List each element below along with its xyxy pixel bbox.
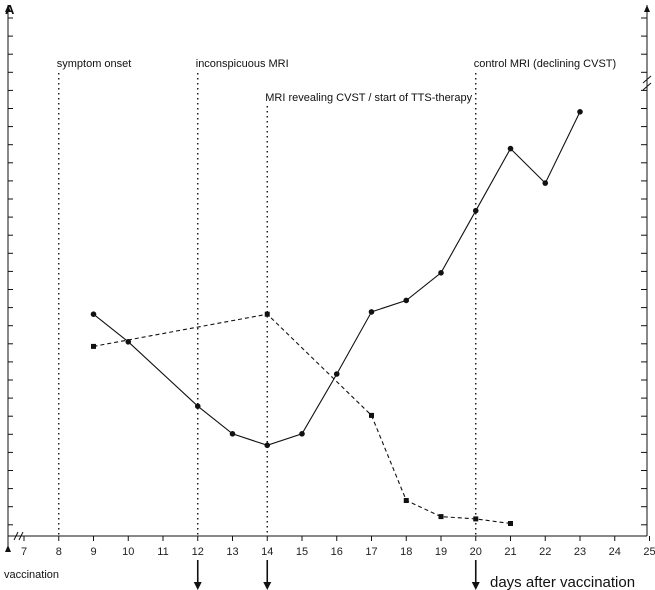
series-1-point — [125, 339, 132, 345]
series-1-point — [368, 309, 375, 315]
annotation-label: inconspicuous MRI — [196, 58, 289, 70]
annotation-label: control MRI (declining CVST) — [474, 58, 616, 70]
series-2-point — [369, 412, 374, 418]
y-axis-right-arrow — [644, 5, 650, 12]
series-2-point — [508, 521, 513, 526]
x-tick-label: 7 — [21, 546, 27, 558]
x-tick-label: 10 — [122, 546, 134, 558]
x-tick-label: 13 — [226, 546, 238, 558]
data-series — [90, 109, 583, 526]
right-axis-break-mark — [642, 75, 652, 84]
series-2-line — [93, 313, 511, 525]
day-arrow-head — [471, 582, 480, 590]
annotation-label: MRI revealing CVST / start of TTS-therap… — [265, 92, 472, 104]
right-axis-break-mark — [642, 82, 652, 91]
series-2-point — [403, 498, 409, 503]
series-1-point — [90, 311, 97, 318]
x-tick-label: 20 — [470, 546, 482, 558]
x-tick-label: 21 — [504, 546, 516, 558]
y-axis-left-arrow — [5, 5, 11, 12]
series-2-point — [264, 311, 270, 317]
x-tick-label: 9 — [90, 546, 96, 558]
x-axis-title: days after vaccination — [490, 574, 635, 590]
vaccination-arrow-head — [5, 545, 11, 552]
x-tick-label: 16 — [331, 546, 343, 558]
annotation-label: symptom onset — [57, 58, 132, 70]
x-axis-break-mark — [13, 531, 19, 541]
x-tick-label: 19 — [435, 546, 447, 558]
series-1-point — [542, 180, 549, 186]
series-1-point — [403, 297, 410, 304]
x-tick-label: 14 — [261, 546, 273, 558]
chart-text: A days after vaccination vaccination 7 8 9… — [4, 2, 655, 590]
vaccination-label: vaccination — [4, 569, 59, 581]
day-arrow-head — [193, 582, 202, 590]
x-tick-label: 24 — [609, 546, 621, 558]
axes — [5, 5, 652, 590]
series-1-point — [229, 431, 236, 437]
x-tick-label: 23 — [574, 546, 586, 558]
series-2-point — [91, 343, 96, 349]
x-tick-label: 25 — [643, 546, 655, 558]
x-tick-label: 12 — [192, 546, 204, 558]
panel-label: A — [5, 2, 15, 17]
series-1-point — [333, 371, 340, 377]
series-1-point — [194, 403, 201, 410]
series-1-point — [507, 145, 514, 152]
x-tick-label: 11 — [157, 546, 168, 558]
x-tick-label: 22 — [539, 546, 551, 558]
x-tick-label: 8 — [56, 546, 62, 558]
series-1-point — [438, 270, 444, 276]
series-1-point — [299, 431, 305, 437]
x-tick-label: 18 — [400, 546, 412, 558]
series-1-point — [264, 442, 271, 449]
annotation-lines — [58, 73, 477, 536]
series-1-point — [472, 207, 479, 214]
x-tick-label: 15 — [296, 546, 308, 558]
series-2-point — [438, 514, 444, 520]
x-axis-break-mark — [18, 531, 24, 541]
day-arrow-head — [263, 582, 272, 590]
series-1-line — [93, 111, 581, 446]
series-2-point — [473, 516, 479, 522]
x-tick-label: 17 — [365, 546, 377, 558]
series-1-point — [577, 109, 583, 115]
